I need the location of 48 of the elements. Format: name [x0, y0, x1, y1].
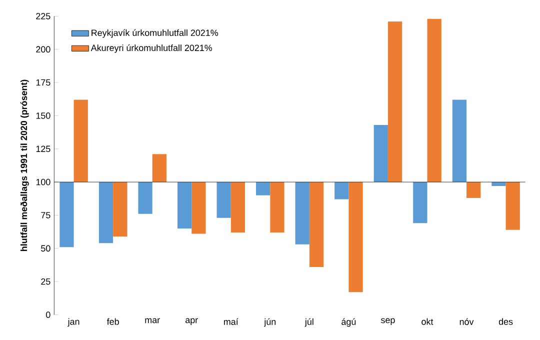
- x-tick-label: jan: [68, 318, 80, 327]
- bar: [348, 182, 363, 292]
- bar: [192, 182, 206, 234]
- y-tick-label: 225: [36, 12, 50, 20]
- y-tick-label: 150: [36, 112, 50, 119]
- bar: [309, 182, 324, 267]
- bar: [427, 18, 442, 182]
- y-tick-label: 175: [36, 79, 50, 86]
- y-tick-label: 75: [41, 212, 50, 218]
- bar: [334, 182, 349, 200]
- bar: [74, 100, 88, 182]
- y-tick-label: 25: [41, 278, 50, 285]
- x-tick-label: des: [498, 318, 513, 325]
- bar: [98, 182, 114, 244]
- y-tick-label: 50: [41, 245, 50, 252]
- y-tick-label: 200: [36, 46, 50, 52]
- bar: [152, 154, 166, 182]
- x-tick-label: maí: [224, 318, 238, 325]
- bar: [256, 182, 270, 196]
- bar: [60, 182, 74, 247]
- x-tick-label: júl: [304, 318, 314, 327]
- bar: [270, 182, 284, 232]
- legend-label: Akureyri úrkomuhlutfall 2021%: [90, 44, 212, 53]
- x-tick-label: feb: [106, 318, 119, 325]
- bar: [295, 182, 310, 244]
- x-tick-label: sep: [380, 318, 395, 325]
- bar: [177, 182, 192, 228]
- bar: [506, 182, 520, 230]
- bar: [413, 182, 428, 224]
- x-tick-label: nóv: [460, 318, 474, 325]
- bar: [216, 182, 231, 218]
- bar: [113, 182, 128, 236]
- x-tick-label: okt: [422, 318, 434, 325]
- x-tick-label: mar: [145, 318, 160, 324]
- legend-label: Reykjavík úrkomuhlutfall 2021%: [92, 29, 218, 38]
- bar: [138, 182, 152, 214]
- bar: [388, 21, 402, 182]
- y-tick-label: 100: [36, 178, 50, 186]
- y-tick-label: 0: [46, 312, 50, 318]
- bar: [374, 124, 388, 182]
- y-axis-title: hlutfall meðallags 1991 til 2020 (prósent): [20, 80, 29, 251]
- bar: [452, 100, 467, 182]
- x-tick-label: jún: [264, 318, 276, 327]
- y-tick-label: 125: [36, 146, 50, 152]
- bar: [466, 182, 481, 198]
- x-tick-label: apr: [186, 318, 198, 325]
- bar: [230, 182, 246, 232]
- x-tick-label: ágú: [342, 318, 356, 327]
